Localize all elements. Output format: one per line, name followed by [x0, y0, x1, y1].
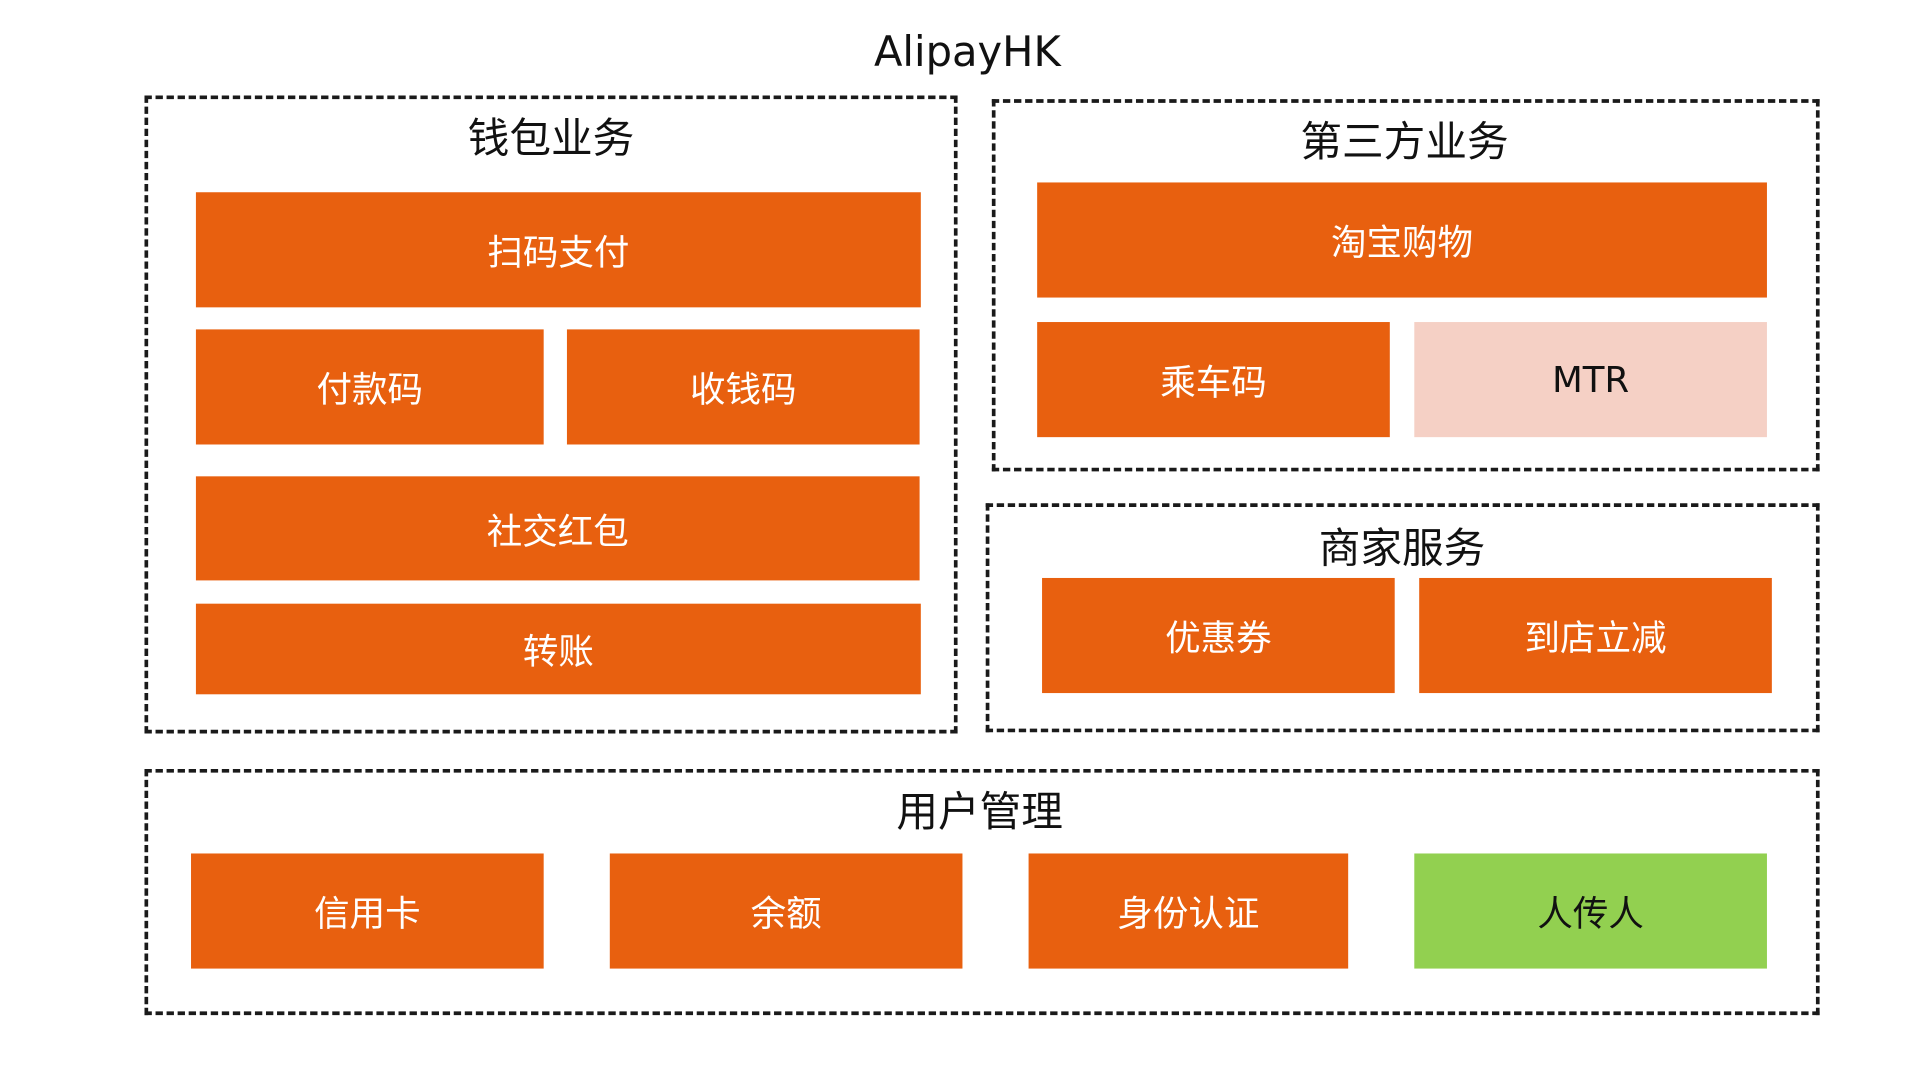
block-in-store-discount: 到店立减	[1419, 577, 1772, 694]
group-merchant	[985, 503, 1820, 733]
group-merchant-title: 商家服务	[1318, 524, 1486, 574]
block-scan-pay: 扫码支付	[195, 192, 921, 308]
block-balance: 余额	[609, 853, 963, 969]
block-mtr: MTR	[1414, 322, 1767, 438]
block-taobao: 淘宝购物	[1037, 182, 1767, 298]
group-user-title: 用户管理	[896, 787, 1063, 837]
group-third-party	[991, 99, 1820, 472]
group-third-party-title: 第三方业务	[1300, 118, 1509, 168]
block-person-to-person: 人传人	[1414, 853, 1767, 969]
block-transfer: 转账	[195, 603, 921, 695]
block-identity-verification: 身份认证	[1028, 853, 1349, 969]
diagram-title: AlipayHK	[873, 28, 1061, 78]
group-user	[144, 768, 1820, 1016]
block-red-packet: 社交红包	[195, 476, 920, 581]
block-credit-card: 信用卡	[191, 853, 544, 969]
block-coupon: 优惠券	[1042, 577, 1395, 694]
block-payment-code: 付款码	[195, 329, 544, 445]
group-wallet	[144, 95, 958, 734]
group-wallet-title: 钱包业务	[467, 114, 635, 164]
block-receive-code: 收钱码	[566, 329, 920, 445]
block-transit-code: 乘车码	[1037, 322, 1390, 438]
